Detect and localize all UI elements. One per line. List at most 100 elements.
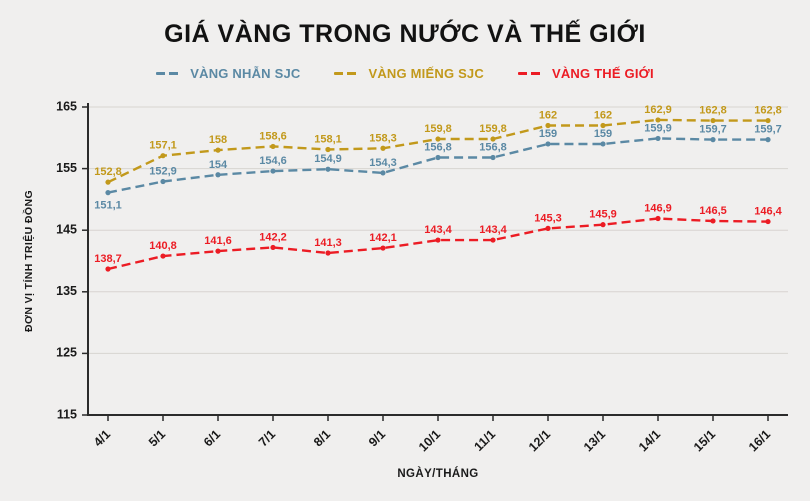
x-axis-title: NGÀY/THÁNG xyxy=(397,467,478,480)
x-tick-label: 10/1 xyxy=(416,427,443,454)
data-point xyxy=(600,141,606,147)
data-label: 156,8 xyxy=(424,142,452,154)
data-point xyxy=(215,147,221,153)
y-tick-label: 165 xyxy=(56,99,77,113)
data-label: 156,8 xyxy=(479,142,507,154)
y-tick-label: 115 xyxy=(57,407,77,421)
legend-line-icon xyxy=(156,72,183,75)
data-point xyxy=(545,122,551,129)
data-label: 162 xyxy=(594,109,612,121)
data-point xyxy=(270,168,276,174)
data-label: 159,8 xyxy=(424,123,452,135)
y-tick-label: 135 xyxy=(56,284,77,298)
data-point xyxy=(160,153,166,159)
data-label: 162,8 xyxy=(699,105,727,117)
line-chart-svg: 115 125 135 145 155 165 4/1 5/1 6/1 7/1 8/1 9/1 10/1… xyxy=(22,99,788,480)
series-vang-the-gioi: 138,7 140,8 141,6 142,2 141,3 142,1 143,4 143,4… xyxy=(94,202,783,272)
x-axis-ticks: 4/1 5/1 6/1 7/1 8/1 9/1 10/1 11/1 12/1 13/1 14/1 15… xyxy=(91,415,773,454)
data-label: 146,9 xyxy=(644,202,672,214)
x-tick-label: 12/1 xyxy=(526,427,553,454)
data-label: 159,7 xyxy=(754,124,782,136)
chart-legend: VÀNG NHẪN SJC VÀNG MIẾNG SJC VÀNG THẾ GI… xyxy=(0,66,810,81)
data-label: 141,3 xyxy=(314,237,342,249)
data-label: 162,9 xyxy=(644,104,672,116)
data-label: 158 xyxy=(209,134,227,146)
data-label: 140,8 xyxy=(149,240,177,252)
data-point xyxy=(325,146,331,153)
data-point xyxy=(600,122,606,129)
legend-item-vang-nhan-sjc: VÀNG NHẪN SJC xyxy=(156,66,300,81)
x-tick-label: 15/1 xyxy=(691,427,718,454)
data-label: 158,3 xyxy=(369,132,397,144)
data-label: 159,9 xyxy=(644,122,672,134)
x-tick-label: 4/1 xyxy=(91,427,113,449)
y-axis-ticks: 115 125 135 145 155 165 xyxy=(56,99,88,421)
data-label: 142,2 xyxy=(259,231,287,243)
x-tick-label: 6/1 xyxy=(201,427,223,449)
data-point xyxy=(105,179,111,185)
data-label: 146,5 xyxy=(699,205,727,217)
data-label: 162,8 xyxy=(754,105,782,117)
data-point xyxy=(380,145,386,151)
data-point xyxy=(215,172,221,178)
data-point xyxy=(490,136,496,142)
data-point xyxy=(655,117,661,123)
legend-item-vang-the-gioi: VÀNG THẾ GIỚI xyxy=(517,66,654,81)
data-point xyxy=(105,190,111,196)
data-label: 145,9 xyxy=(589,209,617,221)
data-label: 157,1 xyxy=(149,140,177,152)
data-point xyxy=(380,170,386,176)
chart-title: GIÁ VÀNG TRONG NƯỚC VÀ THẾ GIỚI xyxy=(164,20,646,48)
data-point xyxy=(215,248,221,254)
data-label: 154 xyxy=(209,159,228,171)
x-tick-label: 14/1 xyxy=(636,427,663,454)
data-point xyxy=(435,136,441,142)
data-point xyxy=(545,225,551,231)
data-point xyxy=(270,143,276,150)
data-label: 154,6 xyxy=(259,155,287,167)
data-label: 143,4 xyxy=(479,224,507,236)
data-label: 138,7 xyxy=(94,253,122,265)
y-tick-label: 145 xyxy=(56,222,77,236)
data-point xyxy=(545,141,551,147)
data-label: 158,6 xyxy=(259,130,287,142)
data-label: 159,7 xyxy=(699,124,727,136)
data-label: 151,1 xyxy=(94,200,122,212)
data-point xyxy=(490,237,496,243)
data-point xyxy=(765,137,771,143)
legend-label: VÀNG MIẾNG SJC xyxy=(368,66,484,81)
data-point xyxy=(710,218,716,224)
data-point xyxy=(270,244,276,251)
data-label: 141,6 xyxy=(204,235,232,247)
data-point xyxy=(325,250,331,256)
data-point xyxy=(655,215,661,222)
data-label: 154,9 xyxy=(314,153,342,165)
data-label: 145,3 xyxy=(534,212,562,224)
x-tick-label: 11/1 xyxy=(472,427,499,454)
x-tick-label: 16/1 xyxy=(746,427,773,454)
data-point xyxy=(490,154,496,161)
y-tick-label: 125 xyxy=(56,346,77,360)
data-label: 146,4 xyxy=(754,206,782,218)
data-label: 159 xyxy=(539,128,557,140)
data-point xyxy=(655,135,661,142)
data-point xyxy=(435,237,441,243)
data-label: 143,4 xyxy=(424,224,452,236)
data-label: 152,8 xyxy=(94,166,122,178)
x-tick-label: 13/1 xyxy=(581,427,608,454)
x-tick-label: 7/1 xyxy=(256,427,278,449)
series-vang-nhan-sjc: 151,1 152,9 154 154,6 154,9 154,3 156,8 156,8 15… xyxy=(94,122,782,211)
chart-plot-area: 115 125 135 145 155 165 4/1 5/1 6/1 7/1 8/1 9/1 10/1… xyxy=(0,95,810,501)
data-point xyxy=(105,266,111,272)
data-point xyxy=(710,137,716,143)
data-label: 158,1 xyxy=(314,134,342,146)
data-point xyxy=(765,218,771,225)
x-tick-label: 5/1 xyxy=(146,427,168,449)
legend-label: VÀNG NHẪN SJC xyxy=(190,66,301,81)
data-point xyxy=(710,117,716,124)
data-point xyxy=(765,117,771,124)
legend-item-vang-mieng-sjc: VÀNG MIẾNG SJC xyxy=(334,66,484,81)
data-point xyxy=(600,222,606,228)
data-label: 142,1 xyxy=(369,232,397,244)
